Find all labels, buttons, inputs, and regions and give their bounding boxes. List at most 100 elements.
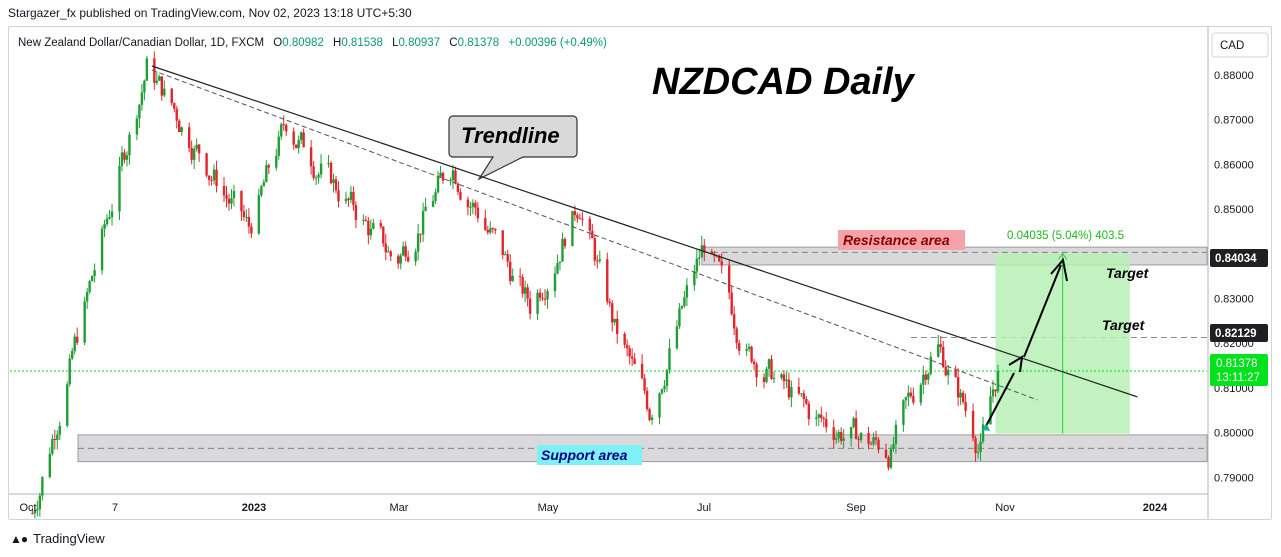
candle	[222, 177, 226, 202]
candle-body	[454, 170, 457, 184]
candle	[825, 412, 828, 433]
candle	[277, 130, 280, 160]
candle-body	[349, 191, 353, 200]
candle-body	[643, 378, 646, 391]
candle-body	[989, 396, 992, 425]
candle-body	[807, 403, 811, 420]
price-axis-tick: 0.85000	[1214, 204, 1254, 216]
candle	[800, 393, 803, 397]
candle-body	[421, 211, 425, 235]
candle-body	[439, 172, 442, 177]
candle-body	[103, 224, 106, 229]
candle	[163, 80, 166, 98]
candle	[606, 252, 609, 305]
current-price-text: 0.81378	[1216, 358, 1258, 370]
low-value: 0.80937	[399, 37, 441, 49]
candle-body	[38, 495, 42, 510]
candle-body	[718, 255, 721, 262]
candle	[108, 209, 111, 220]
candle	[996, 364, 1000, 394]
candle-body	[362, 219, 365, 221]
candle	[695, 249, 699, 279]
candle	[937, 335, 940, 358]
candle	[536, 289, 539, 320]
candle	[922, 365, 925, 395]
candle	[630, 348, 634, 367]
candle-body	[665, 369, 669, 386]
candle	[83, 296, 86, 346]
candle	[48, 447, 52, 479]
candle-body	[406, 256, 410, 262]
candle	[611, 300, 614, 332]
candle-body	[581, 218, 584, 220]
trendline	[151, 65, 1138, 398]
candle-body	[979, 441, 982, 453]
candle-body	[541, 297, 544, 299]
candle-body	[501, 230, 504, 255]
candle	[869, 441, 873, 445]
candle-body	[835, 438, 838, 440]
candle	[785, 371, 788, 389]
candle-body	[996, 370, 1000, 392]
candle	[494, 228, 497, 235]
candle-body	[125, 155, 129, 160]
candle	[521, 274, 524, 298]
candle-body	[469, 206, 472, 208]
candle-body	[110, 211, 114, 218]
candle-body	[832, 427, 835, 440]
candle	[205, 152, 208, 178]
candle-body	[929, 356, 932, 374]
candle-body	[434, 192, 437, 201]
footer[interactable]: ▲● TradingView	[10, 531, 105, 546]
target-upper-label: Target	[1106, 265, 1150, 281]
candle	[698, 248, 701, 266]
candle-body	[630, 356, 634, 359]
candle-body	[140, 92, 144, 105]
candle-body	[964, 402, 967, 411]
candle-body	[474, 202, 477, 208]
candle-body	[561, 238, 564, 262]
candle	[616, 310, 619, 344]
candle-body	[859, 432, 863, 440]
candle	[215, 160, 218, 193]
candle-body	[309, 147, 313, 167]
candle-body	[521, 277, 524, 294]
candle-body	[297, 140, 300, 148]
candle	[110, 203, 114, 226]
candle-body	[518, 276, 522, 278]
candle	[314, 175, 318, 186]
candle-body	[489, 228, 492, 233]
resistance-area-text: Resistance area	[843, 232, 950, 248]
currency-button[interactable]: CAD	[1211, 32, 1269, 58]
candle-body	[314, 177, 318, 179]
candle	[265, 160, 268, 183]
candle-body	[506, 254, 509, 262]
candle	[210, 176, 213, 186]
candle	[640, 354, 644, 380]
candle-body	[369, 228, 373, 236]
candle	[727, 260, 731, 300]
candle	[230, 189, 233, 209]
candle	[571, 210, 574, 247]
candle-body	[344, 198, 348, 202]
candle	[379, 219, 382, 230]
candle	[240, 190, 243, 221]
candle	[787, 372, 791, 401]
candle-body	[56, 434, 59, 440]
candle-body	[802, 393, 806, 399]
candle-body	[872, 437, 875, 445]
candle-body	[837, 432, 840, 439]
candle-body	[616, 318, 619, 334]
candle-body	[509, 261, 512, 281]
projection-arrow-2	[1023, 264, 1062, 358]
candle	[904, 396, 908, 410]
candle	[543, 289, 547, 306]
candle-body	[51, 439, 54, 454]
candle	[668, 338, 671, 374]
candle	[501, 230, 504, 260]
candle	[991, 380, 995, 403]
candle-body	[143, 80, 146, 93]
change-value: +0.00396 (+0.49%)	[508, 37, 607, 49]
candle	[839, 427, 843, 445]
